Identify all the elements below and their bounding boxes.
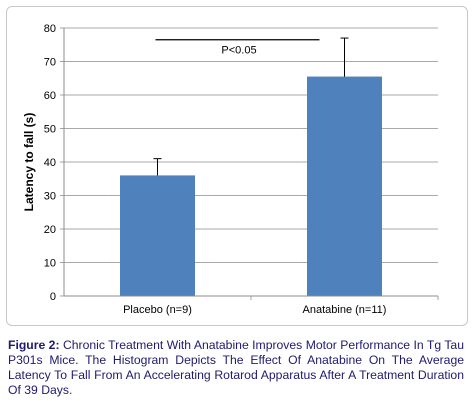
y-tick-label-20: 20 — [44, 224, 56, 236]
caption-label: Figure 2: — [8, 338, 60, 352]
significance-label: P<0.05 — [221, 45, 256, 57]
chart-frame — [6, 6, 468, 326]
caption-text: Chronic Treatment With Anatabine Improve… — [8, 338, 464, 397]
y-tick-label-10: 10 — [44, 258, 56, 270]
bars — [120, 76, 382, 296]
y-tick-label-40: 40 — [44, 157, 56, 169]
significance-annotation: P<0.05 — [155, 39, 320, 57]
y-axis-title: Latency to fall (s) — [22, 113, 36, 212]
error-bars — [153, 37, 349, 176]
figure-caption: Figure 2: Chronic Treatment With Anatabi… — [8, 338, 464, 398]
y-tick-label-80: 80 — [44, 23, 56, 35]
axes: 0 10 20 30 40 50 60 70 80 Placebo (n=9) Anatabine … — [44, 23, 439, 316]
bar-0 — [120, 175, 195, 296]
y-tick-label-70: 70 — [44, 57, 56, 69]
y-tick-label-50: 50 — [44, 124, 56, 136]
bar-chart: 0 10 20 30 40 50 60 70 80 Placebo (n=9) Anatabine … — [22, 23, 439, 316]
y-tick-label-30: 30 — [44, 191, 56, 203]
y-tick-label-0: 0 — [50, 291, 56, 303]
x-tick-label-0: Placebo (n=9) — [123, 304, 192, 316]
y-tick-label-60: 60 — [44, 90, 56, 102]
bar-1 — [307, 76, 382, 296]
x-tick-label-1: Anatabine (n=11) — [303, 304, 387, 316]
